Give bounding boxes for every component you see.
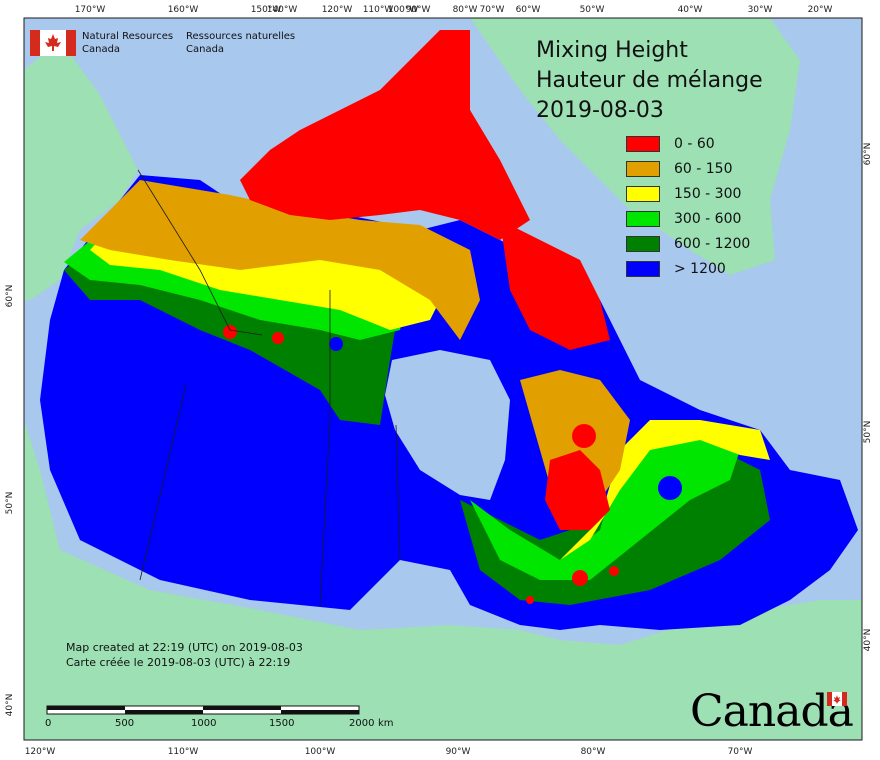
hotspot-quebec-2: [609, 566, 619, 576]
agency-en: Natural Resources Canada: [82, 30, 173, 56]
legend-item: 60 - 150: [626, 160, 733, 178]
legend-item: 300 - 600: [626, 210, 741, 228]
canada-flag-icon: [30, 30, 76, 56]
top-tick-label: 70°W: [480, 5, 505, 15]
top-tick-label: 90°W: [406, 5, 431, 15]
top-tick-label: 60°W: [516, 5, 541, 15]
band-0-60-labrador: [545, 450, 610, 530]
legend-item: 600 - 1200: [626, 235, 750, 253]
agency-en-line2: Canada: [82, 44, 121, 55]
scale-label-1000: 1000: [191, 718, 217, 729]
top-tick-label: 160°W: [168, 5, 199, 15]
top-tick-label: 40°W: [678, 5, 703, 15]
top-tick-label: 110°W: [363, 5, 394, 15]
legend-swatch: [626, 186, 660, 202]
top-tick-label: 150°W: [251, 5, 282, 15]
hotspot-great-bear: [223, 325, 237, 339]
band-60-150: [80, 180, 480, 340]
blue-lake-east: [329, 337, 343, 351]
legend-label: 60 - 150: [674, 161, 733, 177]
hudson-bay: [385, 350, 510, 500]
right-tick-label: 60°N: [863, 143, 873, 166]
legend-swatch: [626, 136, 660, 152]
legend-swatch: [626, 236, 660, 252]
usa-land: [24, 420, 862, 740]
blue-lake-quebec: [658, 476, 682, 500]
agency-fr-line2: Canada: [186, 44, 225, 55]
left-tick-label: 40°N: [5, 694, 15, 717]
legend-swatch: [626, 211, 660, 227]
map-date: 2019-08-03: [536, 98, 664, 123]
scale-label-1500: 1500: [269, 718, 295, 729]
hotspot-west: [272, 332, 284, 344]
wordmark-text: Canada: [690, 686, 854, 737]
wordmark-flag-icon: [827, 692, 847, 706]
band-300-600-east: [470, 440, 740, 580]
scale-label-0: 0: [45, 718, 52, 729]
map-border: [23, 17, 863, 741]
top-tick-label: 170°W: [75, 5, 106, 15]
legend-item: 150 - 300: [626, 185, 741, 203]
map-credit: Map created at 22:19 (UTC) on 2019-08-03…: [66, 640, 303, 670]
province-borders: [137, 169, 401, 606]
right-tick-label: 40°N: [863, 629, 873, 652]
agency-en-line1: Natural Resources: [82, 31, 174, 42]
band-0-60-baffin: [500, 220, 610, 350]
agency-fr: Ressources naturelles Canada: [186, 30, 295, 56]
bottom-tick-label: 80°W: [581, 747, 606, 757]
right-tick-label: 50°N: [863, 421, 873, 444]
credit-fr: Carte créée le 2019-08-03 (UTC) à 22:19: [66, 656, 291, 669]
scale-label-500: 500: [115, 718, 135, 729]
alaska-land: [24, 40, 138, 300]
scale-bar-graphic: [46, 705, 360, 715]
hotspot-quebec-1: [572, 570, 588, 586]
credit-en: Map created at 22:19 (UTC) on 2019-08-03: [66, 641, 303, 654]
map-title-fr: Hauteur de mélange: [536, 68, 763, 93]
legend-swatch: [626, 161, 660, 177]
left-tick-label: 60°N: [5, 285, 15, 308]
legend-label: 600 - 1200: [674, 236, 751, 252]
bottom-tick-label: 110°W: [168, 747, 199, 757]
band-150-300-east: [530, 420, 770, 560]
bottom-tick-label: 90°W: [446, 747, 471, 757]
canada-wordmark: Canada: [690, 686, 854, 737]
top-tick-label: 30°W: [748, 5, 773, 15]
bottom-tick-label: 100°W: [305, 747, 336, 757]
scale-label-2000: 2000: [349, 718, 375, 729]
top-tick-label: 50°W: [580, 5, 605, 15]
scale-label-unit: km: [378, 718, 394, 729]
top-tick-label: 80°W: [453, 5, 478, 15]
map-title-en: Mixing Height: [536, 38, 688, 63]
legend-label: 300 - 600: [674, 211, 742, 227]
hotspot-baffin-south: [572, 424, 596, 448]
band-0-60-arctic: [240, 30, 530, 240]
left-tick-label: 50°N: [5, 492, 15, 515]
top-tick-label: 100°W: [388, 5, 419, 15]
legend-swatch: [626, 261, 660, 277]
hotspot-ontario: [526, 596, 534, 604]
legend-item: 0 - 60: [626, 135, 715, 153]
top-tick-label: 20°W: [808, 5, 833, 15]
top-tick-label: 140°W: [267, 5, 298, 15]
bottom-tick-label: 120°W: [25, 747, 56, 757]
legend-item: > 1200: [626, 260, 726, 278]
legend-label: 0 - 60: [674, 136, 715, 152]
top-tick-label: 120°W: [322, 5, 353, 15]
bottom-tick-label: 70°W: [728, 747, 753, 757]
legend-label: 150 - 300: [674, 186, 742, 202]
agency-fr-line1: Ressources naturelles: [186, 31, 296, 42]
legend-label: > 1200: [674, 261, 726, 277]
scale-bar: 0 500 1000 1500 2000 km: [45, 704, 394, 734]
